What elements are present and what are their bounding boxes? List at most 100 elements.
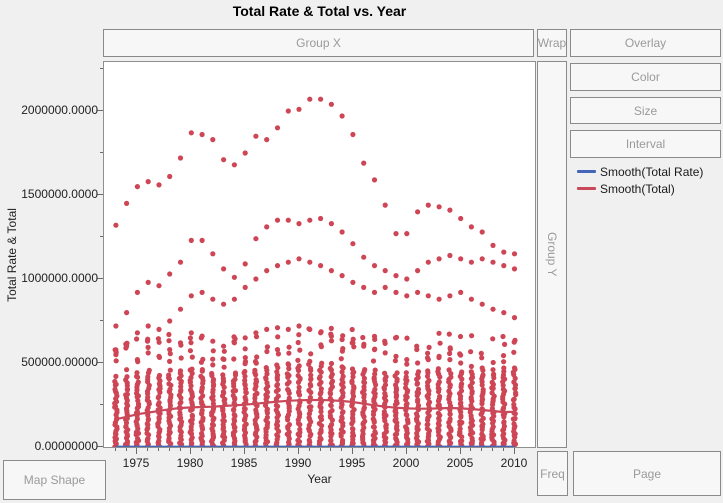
data-point[interactable]: [328, 360, 335, 367]
data-point[interactable]: [403, 374, 409, 380]
data-point[interactable]: [513, 390, 519, 396]
data-point[interactable]: [413, 411, 420, 417]
data-point[interactable]: [403, 385, 409, 391]
data-point[interactable]: [446, 388, 452, 394]
data-point[interactable]: [145, 416, 151, 422]
data-point[interactable]: [253, 407, 259, 413]
data-point[interactable]: [306, 415, 312, 421]
data-point[interactable]: [199, 131, 205, 138]
data-point[interactable]: [349, 378, 355, 384]
data-point[interactable]: [167, 351, 173, 357]
data-point[interactable]: [512, 415, 518, 422]
data-point[interactable]: [362, 367, 368, 373]
data-point[interactable]: [307, 365, 314, 372]
data-point[interactable]: [285, 217, 291, 223]
data-point[interactable]: [124, 343, 130, 349]
drop-zone-color[interactable]: Color: [570, 63, 721, 91]
data-point[interactable]: [340, 346, 346, 352]
data-point[interactable]: [188, 330, 194, 336]
data-point[interactable]: [436, 402, 442, 408]
data-point[interactable]: [113, 352, 119, 358]
data-point[interactable]: [242, 394, 248, 400]
data-point[interactable]: [318, 386, 324, 392]
data-point[interactable]: [328, 325, 334, 331]
data-point[interactable]: [113, 373, 119, 379]
data-point[interactable]: [124, 374, 130, 380]
data-point[interactable]: [178, 433, 184, 439]
data-point[interactable]: [209, 421, 216, 427]
data-point[interactable]: [166, 331, 172, 338]
data-point[interactable]: [459, 369, 465, 375]
data-point[interactable]: [306, 387, 312, 393]
data-point[interactable]: [436, 379, 442, 385]
data-point[interactable]: [156, 339, 162, 345]
data-point[interactable]: [220, 372, 226, 378]
data-point[interactable]: [254, 390, 260, 397]
data-point[interactable]: [242, 368, 248, 375]
data-point[interactable]: [500, 386, 506, 392]
data-point[interactable]: [124, 310, 130, 316]
data-point[interactable]: [501, 249, 507, 255]
data-point[interactable]: [199, 237, 205, 243]
data-point[interactable]: [231, 274, 237, 280]
data-point[interactable]: [274, 263, 281, 269]
data-point[interactable]: [167, 271, 173, 277]
data-point[interactable]: [329, 407, 335, 414]
data-point[interactable]: [210, 338, 216, 344]
data-point[interactable]: [490, 367, 496, 373]
data-point[interactable]: [446, 331, 452, 337]
data-point[interactable]: [372, 371, 378, 377]
data-point[interactable]: [274, 325, 281, 331]
data-point[interactable]: [404, 276, 410, 282]
data-point[interactable]: [425, 350, 431, 356]
data-point[interactable]: [124, 200, 130, 206]
data-point[interactable]: [220, 356, 226, 362]
data-point[interactable]: [296, 332, 302, 338]
data-point[interactable]: [512, 337, 518, 343]
data-point[interactable]: [242, 346, 248, 352]
data-point[interactable]: [415, 268, 421, 274]
data-point[interactable]: [308, 351, 314, 357]
data-point[interactable]: [501, 365, 507, 371]
data-point[interactable]: [273, 402, 279, 408]
data-point[interactable]: [274, 362, 280, 368]
data-point[interactable]: [349, 326, 355, 333]
data-point[interactable]: [189, 412, 195, 418]
data-point[interactable]: [415, 289, 421, 295]
data-point[interactable]: [328, 101, 334, 107]
data-point[interactable]: [339, 336, 345, 343]
data-point[interactable]: [403, 370, 409, 376]
data-point[interactable]: [393, 334, 400, 340]
data-point[interactable]: [468, 369, 474, 375]
data-point[interactable]: [468, 224, 474, 230]
data-point[interactable]: [437, 340, 443, 346]
drop-zone-size[interactable]: Size: [570, 97, 721, 124]
data-point[interactable]: [457, 426, 463, 432]
data-point[interactable]: [447, 411, 453, 417]
data-point[interactable]: [339, 414, 345, 420]
data-point[interactable]: [307, 394, 313, 401]
data-point[interactable]: [361, 405, 367, 411]
data-point[interactable]: [210, 376, 217, 383]
data-point[interactable]: [316, 420, 322, 427]
data-point[interactable]: [135, 379, 141, 385]
data-point[interactable]: [415, 369, 422, 375]
data-point[interactable]: [188, 130, 194, 136]
data-point[interactable]: [144, 430, 150, 436]
data-point[interactable]: [210, 356, 216, 362]
data-point[interactable]: [404, 361, 410, 367]
data-point[interactable]: [392, 358, 398, 364]
data-point[interactable]: [286, 366, 292, 372]
data-point[interactable]: [296, 323, 302, 329]
data-point[interactable]: [199, 407, 205, 413]
data-point[interactable]: [447, 357, 453, 363]
data-point[interactable]: [340, 373, 346, 379]
data-point[interactable]: [500, 353, 507, 359]
data-point[interactable]: [339, 273, 345, 279]
data-point[interactable]: [351, 344, 357, 350]
data-point[interactable]: [231, 356, 237, 362]
data-point[interactable]: [468, 349, 474, 355]
data-point[interactable]: [264, 414, 270, 420]
data-point[interactable]: [425, 421, 431, 427]
data-point[interactable]: [253, 236, 259, 242]
